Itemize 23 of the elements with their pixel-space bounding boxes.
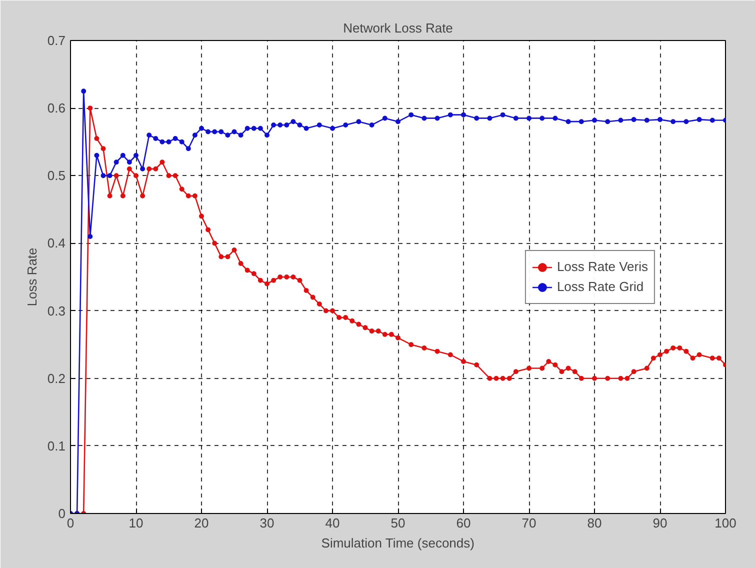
x-tick-label: 30 [260,516,274,530]
legend-label: Loss Rate Grid [556,279,644,294]
y-tick-label: 0.6 [47,100,66,116]
y-tick-label: 0.5 [47,168,66,184]
y-tick-label: 0.3 [47,303,66,318]
y-tick-label: 0 [58,506,66,521]
x-tick-label: 80 [587,516,602,530]
y-tick-label: 0.2 [47,370,66,386]
x-tick-label: 90 [652,516,668,530]
y-axis-title: Loss Rate [24,248,40,306]
x-tick-label: 100 [714,516,736,530]
x-tick-label: 20 [194,516,209,530]
x-tick-label: 70 [522,516,536,530]
y-tick-label: 0.1 [47,438,66,454]
x-tick-label: 10 [128,516,144,530]
chart-title: Network Loss Rate [343,20,453,36]
y-tick-label: 0.7 [47,33,66,48]
x-tick-label: 40 [325,516,340,530]
legend-label: Loss Rate Veris [556,259,648,274]
x-tick-label: 60 [456,516,471,530]
x-tick-label: 50 [390,516,406,530]
x-axis-title: Simulation Time (seconds) [321,536,474,550]
y-tick-label: 0.4 [47,236,66,251]
